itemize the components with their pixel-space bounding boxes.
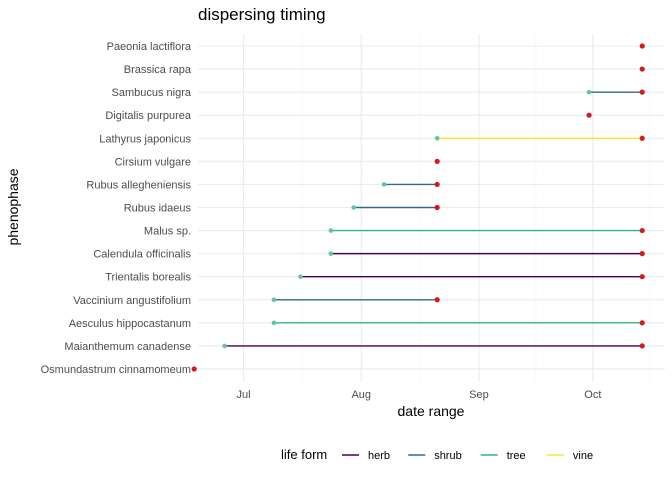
start-point (298, 274, 303, 280)
x-tick-label: Aug (351, 389, 371, 401)
category-label: Maianthemum canadense (64, 341, 191, 353)
start-point (381, 182, 387, 187)
legend-title: life form (281, 447, 327, 462)
start-point (586, 89, 592, 95)
start-point (271, 297, 277, 303)
category-label: Vaccinium angustifolium (73, 295, 191, 307)
legend-label: vine (573, 450, 593, 462)
category-label: Lathyrus japonicus (99, 133, 191, 145)
legend-label: shrub (434, 450, 462, 462)
range-segments (224, 91, 643, 347)
end-point (639, 135, 645, 141)
category-label: Osmundastrum cinnamomeum (41, 364, 191, 376)
category-label: Aesculus hippocastanum (69, 318, 191, 330)
end-point (639, 274, 645, 280)
legend: life form herb shrub tree vine (281, 447, 593, 462)
y-axis-title: phenophase (5, 168, 21, 245)
chart-title: dispersing timing (198, 5, 326, 24)
legend-label: herb (368, 450, 390, 462)
end-point (639, 227, 645, 234)
category-label: Paeonia lactiflora (107, 41, 192, 53)
x-tick-label: Oct (584, 389, 601, 401)
start-point (328, 228, 334, 233)
category-label: Rubus allegheniensis (86, 179, 191, 191)
start-point (351, 205, 356, 210)
category-label: Trientalis borealis (105, 272, 191, 284)
y-axis-labels: Paeonia lactiflora Brassica rapa Sambucus … (41, 41, 192, 376)
x-axis-labels: Jul Aug Sep Oct (237, 389, 602, 401)
range-points (191, 43, 645, 372)
end-point (639, 251, 645, 257)
x-tick-label: Jul (237, 389, 251, 401)
end-point (639, 320, 645, 326)
end-point (639, 89, 645, 95)
end-point (639, 43, 645, 49)
start-point (222, 343, 227, 349)
end-point (434, 297, 440, 303)
end-point (434, 158, 440, 164)
start-point (328, 251, 334, 256)
end-point (434, 181, 440, 188)
end-point (434, 204, 440, 211)
category-label: Rubus idaeus (124, 202, 192, 214)
legend-label: tree (507, 450, 526, 462)
end-point (639, 66, 645, 72)
x-tick-label: Sep (469, 389, 489, 401)
end-point (639, 343, 645, 349)
end-point (586, 112, 592, 118)
category-label: Calendula officinalis (93, 249, 191, 261)
start-point (434, 135, 440, 141)
category-label: Malus sp. (144, 226, 191, 238)
x-axis-title: date range (398, 403, 465, 419)
category-label: Digitalis purpurea (105, 110, 191, 122)
start-point (271, 320, 277, 326)
category-label: Cirsium vulgare (115, 156, 191, 168)
end-point (191, 366, 197, 372)
category-label: Sambucus nigra (112, 87, 192, 99)
category-label: Brassica rapa (124, 64, 192, 76)
